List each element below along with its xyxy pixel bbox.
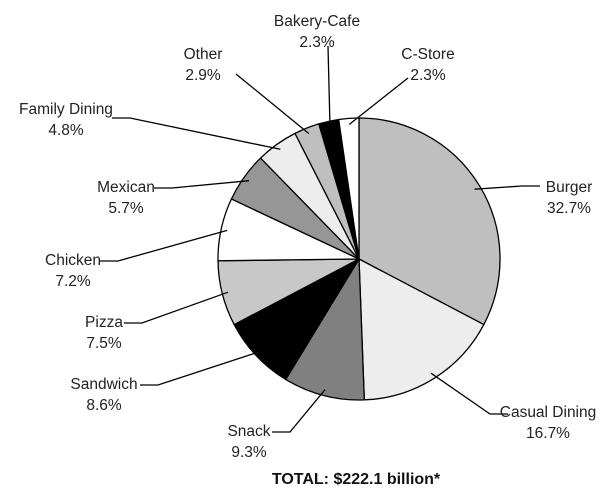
leader-line-mexican [154, 180, 250, 189]
slice-value-chicken: 7.2% [55, 273, 91, 290]
slice-value-sandwich: 8.6% [86, 397, 122, 414]
slice-value-burger: 32.7% [547, 200, 591, 217]
slice-label-snack: Snack [227, 423, 270, 440]
pie-slices [217, 117, 501, 401]
slice-label-chicken: Chicken [45, 252, 101, 269]
slice-label-casual-dining: Casual Dining [500, 404, 597, 421]
slice-labels: Burger 32.7% Casual Dining 16.7% Snack 9.3% Sa… [19, 13, 596, 461]
leader-line-snack [272, 389, 326, 433]
slice-value-c-store: 2.3% [410, 67, 446, 84]
leader-line-chicken [100, 229, 228, 262]
pie-slice-snack [285, 258, 365, 401]
leader-line-other [235, 73, 310, 135]
slice-label-burger: Burger [546, 179, 593, 196]
slice-value-other: 2.9% [185, 67, 221, 84]
leader-line-c-store [348, 77, 409, 125]
leader-line-burger [474, 185, 540, 190]
slice-label-c-store: C-Store [401, 46, 454, 63]
slice-label-pizza: Pizza [85, 314, 123, 331]
slice-value-family-dining: 4.8% [48, 122, 84, 139]
pie-slice-burger [358, 117, 501, 326]
pie-slice-c-store [338, 117, 360, 260]
total-label: TOTAL: $222.1 billion* [272, 471, 441, 488]
slice-value-pizza: 7.5% [86, 335, 122, 352]
slice-value-snack: 9.3% [231, 444, 267, 461]
slice-label-family-dining: Family Dining [19, 101, 113, 118]
slice-label-mexican: Mexican [97, 179, 155, 196]
leader-lines [100, 45, 540, 433]
leader-line-bakery-cafe [327, 45, 331, 128]
leader-line-casual-dining [430, 372, 508, 415]
slice-label-sandwich: Sandwich [70, 376, 137, 393]
slice-value-casual-dining: 16.7% [526, 425, 570, 442]
slice-value-bakery-cafe: 2.3% [299, 34, 335, 51]
leader-line-family-dining [112, 117, 281, 150]
leader-line-sandwich [140, 350, 261, 386]
slice-label-bakery-cafe: Bakery-Cafe [274, 13, 360, 30]
leader-line-pizza [124, 291, 229, 324]
pie-slice-casual-dining [358, 258, 485, 401]
slice-label-other: Other [184, 46, 223, 63]
slice-value-mexican: 5.7% [108, 200, 144, 217]
